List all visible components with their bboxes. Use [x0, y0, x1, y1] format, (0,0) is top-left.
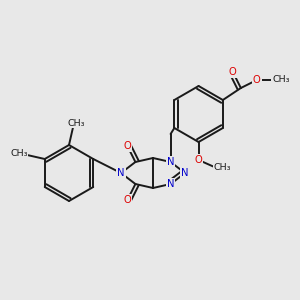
Text: O: O: [195, 155, 203, 165]
Text: N: N: [181, 168, 189, 178]
Text: O: O: [124, 195, 131, 205]
Text: CH₃: CH₃: [67, 118, 85, 127]
Text: O: O: [124, 141, 131, 151]
Text: O: O: [253, 75, 261, 85]
Text: N: N: [167, 179, 174, 189]
Text: N: N: [117, 168, 125, 178]
Text: CH₃: CH₃: [272, 76, 290, 85]
Text: N: N: [167, 157, 174, 167]
Text: O: O: [229, 67, 237, 77]
Text: CH₃: CH₃: [10, 149, 28, 158]
Text: CH₃: CH₃: [214, 164, 231, 172]
